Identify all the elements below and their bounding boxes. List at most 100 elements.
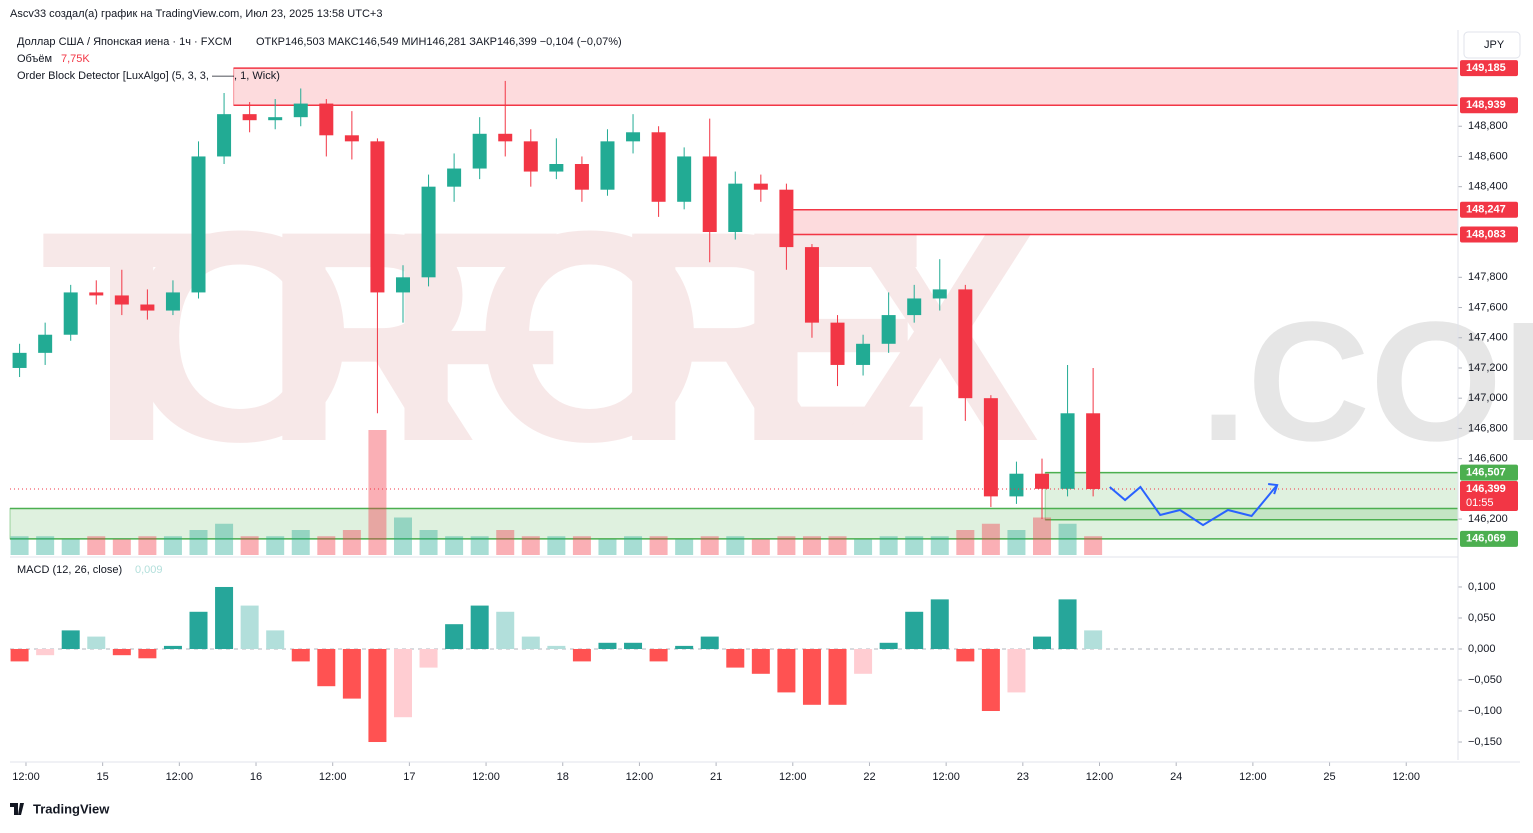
- y-tick-label: 146,200: [1468, 513, 1508, 525]
- macd-value: 0,009: [135, 564, 163, 576]
- candle-body: [395, 277, 410, 293]
- x-tick-label: 12:00: [166, 771, 194, 783]
- currency-label[interactable]: JPY: [1484, 39, 1505, 51]
- x-tick-label: 16: [250, 771, 262, 783]
- candle-body: [165, 292, 180, 311]
- macd-bar: [598, 642, 617, 649]
- candle-body: [932, 289, 947, 299]
- candle-body: [626, 132, 641, 142]
- candle-body: [728, 183, 743, 232]
- x-tick-label: 25: [1323, 771, 1335, 783]
- x-tick-label: 17: [403, 771, 415, 783]
- volume-bar: [802, 536, 821, 555]
- volume-bar: [470, 536, 489, 555]
- volume-bar: [36, 536, 55, 555]
- macd-bar: [905, 611, 924, 649]
- candle-body: [217, 114, 232, 157]
- price-label: 146,069: [1466, 533, 1506, 545]
- macd-bar: [368, 648, 387, 743]
- volume-bar: [138, 536, 157, 555]
- author-line: Ascv33 создал(а) график на TradingView.c…: [10, 8, 382, 20]
- ohlc-values: ОТКР146,503 МАКС146,549 МИН146,281 ЗАКР1…: [256, 36, 622, 48]
- candle-body: [1060, 413, 1075, 489]
- price-label-box: [1460, 226, 1518, 243]
- volume-value: 7,75K: [61, 53, 90, 65]
- x-tick-label: 12:00: [1239, 771, 1267, 783]
- price-label: 148,083: [1466, 228, 1506, 240]
- y-tick-label: 147,400: [1468, 332, 1508, 344]
- volume-bar: [266, 536, 285, 555]
- candle-body: [856, 343, 871, 365]
- price-label: 146,507: [1466, 467, 1506, 479]
- volume-bar: [393, 517, 412, 555]
- tradingview-logo[interactable]: TradingView: [33, 801, 110, 816]
- candle-body: [804, 247, 819, 323]
- macd-bar: [981, 648, 1000, 712]
- last-price-box: [1460, 480, 1518, 511]
- candle-body: [319, 103, 334, 136]
- macd-bar: [547, 645, 566, 649]
- volume-bar: [547, 536, 566, 555]
- x-tick-label: 23: [1017, 771, 1029, 783]
- candle-body: [677, 156, 692, 202]
- symbol-name: Доллар США / Японская иена · 1ч · FXCM: [17, 36, 232, 48]
- macd-bar: [700, 636, 719, 649]
- projection-path: [1109, 484, 1278, 527]
- macd-bar: [317, 648, 336, 687]
- candle-body: [293, 103, 308, 118]
- macd-bar: [10, 648, 29, 662]
- volume-bar: [572, 536, 591, 555]
- candle-body: [344, 135, 359, 142]
- y-tick-label: 148,600: [1468, 150, 1508, 162]
- macd-bar: [828, 648, 847, 705]
- volume-bar: [956, 530, 975, 555]
- candle-body: [958, 289, 973, 399]
- macd-bar: [87, 636, 106, 649]
- candle-body: [983, 398, 998, 497]
- candle-body: [1009, 473, 1024, 497]
- volume-bar: [624, 536, 643, 555]
- macd-bar: [215, 586, 234, 649]
- macd-bar: [675, 645, 694, 649]
- watermark: TORFOREX .COM: [40, 168, 1533, 504]
- volume-bar: [777, 536, 796, 555]
- macd-bar: [1084, 630, 1103, 649]
- x-tick-label: 12:00: [932, 771, 960, 783]
- y-tick-label: 148,400: [1468, 181, 1508, 193]
- volume-bar: [1007, 530, 1026, 555]
- x-tick-label: 24: [1170, 771, 1182, 783]
- x-tick-label: 18: [557, 771, 569, 783]
- macd-title: MACD (12, 26, close): [17, 564, 122, 576]
- price-label: 148,939: [1466, 99, 1506, 111]
- macd-bar: [189, 611, 208, 649]
- x-tick-label: 12:00: [1392, 771, 1420, 783]
- macd-bar: [1033, 636, 1052, 649]
- volume-bar: [419, 530, 438, 555]
- logo-icon[interactable]: [10, 803, 24, 815]
- macd-bar: [572, 648, 591, 662]
- candle-body: [549, 164, 564, 172]
- candle-body: [574, 164, 589, 190]
- volume-bar: [368, 430, 387, 555]
- candle-body: [191, 156, 206, 293]
- macd-bar: [138, 648, 157, 659]
- candle-body: [498, 133, 513, 142]
- x-tick-label: 12:00: [319, 771, 347, 783]
- volume-bar: [87, 536, 106, 555]
- macd-bar: [112, 648, 131, 656]
- y-tick-label: 146,600: [1468, 453, 1508, 465]
- candle-body: [600, 141, 615, 190]
- macd-bar: [240, 605, 259, 649]
- macd-bar: [61, 630, 80, 649]
- projection-arrowhead: [1268, 483, 1279, 495]
- volume-bar: [649, 536, 668, 555]
- macd-bar: [624, 642, 643, 649]
- candle-body: [447, 168, 462, 187]
- volume-bar: [496, 530, 515, 555]
- countdown: 01:55: [1466, 497, 1494, 509]
- y-tick-label: 147,800: [1468, 271, 1508, 283]
- macd-bar: [496, 611, 515, 649]
- currency-button[interactable]: [1463, 31, 1521, 59]
